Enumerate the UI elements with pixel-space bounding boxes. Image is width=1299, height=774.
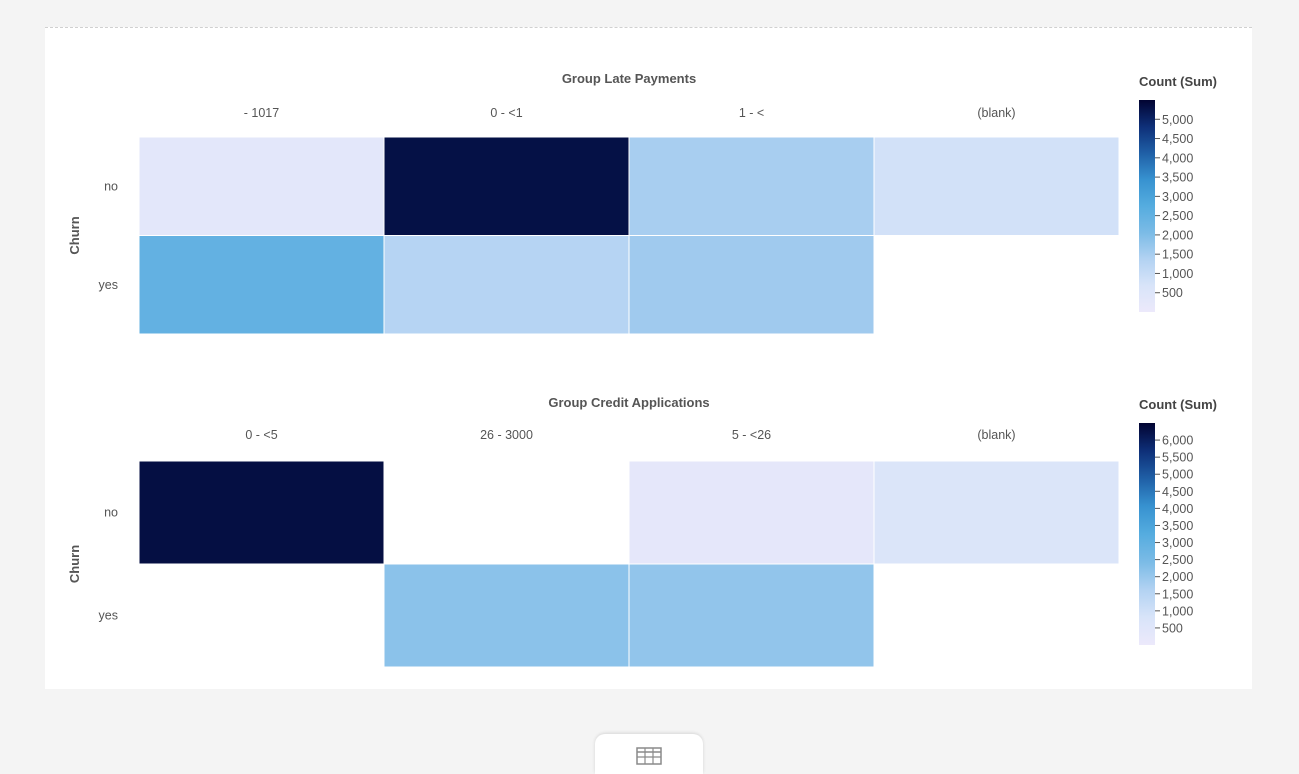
legend-tick-label: 2,500 (1162, 553, 1193, 567)
heatmap-cell[interactable] (138, 235, 385, 335)
x-tick-label: 5 - <26 (732, 428, 771, 442)
legend-title: Count (Sum) (1139, 74, 1217, 89)
y-tick-label: no (104, 179, 118, 193)
heatmap-cell[interactable] (628, 136, 875, 236)
legend-tick-label: 2,000 (1162, 228, 1193, 242)
legend-tick-label: 4,500 (1162, 132, 1193, 146)
x-tick-label: (blank) (977, 428, 1015, 442)
heatmap-cell[interactable] (383, 563, 630, 668)
y-tick-label: yes (99, 609, 118, 623)
heatmap-cell[interactable] (138, 136, 385, 236)
heatmap-cell[interactable] (628, 460, 875, 565)
legend-tick-label: 1,000 (1162, 267, 1193, 281)
x-tick-label: (blank) (977, 106, 1015, 120)
heatmap-cell[interactable] (138, 460, 385, 565)
legend-tick-label: 1,500 (1162, 248, 1193, 262)
heatmap-cell[interactable] (628, 235, 875, 335)
heatmap-cell[interactable] (383, 235, 630, 335)
chart-title: Group Late Payments (562, 71, 696, 86)
color-legend-bar (1139, 100, 1155, 312)
table-view-tab[interactable] (595, 734, 703, 774)
y-axis-label: Churn (67, 216, 82, 254)
legend-tick-label: 2,500 (1162, 209, 1193, 223)
table-icon (636, 747, 662, 765)
legend-tick-label: 2,000 (1162, 570, 1193, 584)
legend-tick-label: 3,500 (1162, 519, 1193, 533)
x-tick-label: 0 - <5 (245, 428, 277, 442)
y-axis-label: Churn (67, 545, 82, 583)
legend-tick-label: 1,000 (1162, 604, 1193, 618)
legend-tick-label: 3,000 (1162, 190, 1193, 204)
legend-tick-label: 500 (1162, 621, 1183, 635)
chart-title: Group Credit Applications (548, 395, 709, 410)
y-tick-label: no (104, 506, 118, 520)
chart-card: Group Late Payments - 1017 0 - <1 1 - < (bla… (45, 27, 1252, 689)
heatmap-cell[interactable] (383, 136, 630, 236)
legend-tick-label: 4,000 (1162, 151, 1193, 165)
legend-tick-label: 5,000 (1162, 113, 1193, 127)
heatmap-cell[interactable] (873, 460, 1120, 565)
legend-tick-label: 1,500 (1162, 587, 1193, 601)
legend-tick-label: 4,500 (1162, 485, 1193, 499)
x-tick-label: 26 - 3000 (480, 428, 533, 442)
legend-tick-label: 5,500 (1162, 451, 1193, 465)
legend-title: Count (Sum) (1139, 397, 1217, 412)
x-tick-label: 1 - < (739, 106, 764, 120)
legend-tick-label: 3,000 (1162, 536, 1193, 550)
color-legend-bar (1139, 423, 1155, 645)
heatmap-charts: Group Late Payments - 1017 0 - <1 1 - < (bla… (67, 71, 1217, 668)
legend-tick-label: 6,000 (1162, 434, 1193, 448)
legend-tick-label: 500 (1162, 286, 1183, 300)
y-tick-label: yes (99, 278, 118, 292)
legend-tick-label: 4,000 (1162, 502, 1193, 516)
heatmap-cell[interactable] (628, 563, 875, 668)
legend-tick-label: 5,000 (1162, 468, 1193, 482)
x-tick-label: 0 - <1 (490, 106, 522, 120)
heatmap-cell[interactable] (873, 136, 1120, 236)
legend-tick-label: 3,500 (1162, 171, 1193, 185)
x-tick-label: - 1017 (244, 106, 279, 120)
